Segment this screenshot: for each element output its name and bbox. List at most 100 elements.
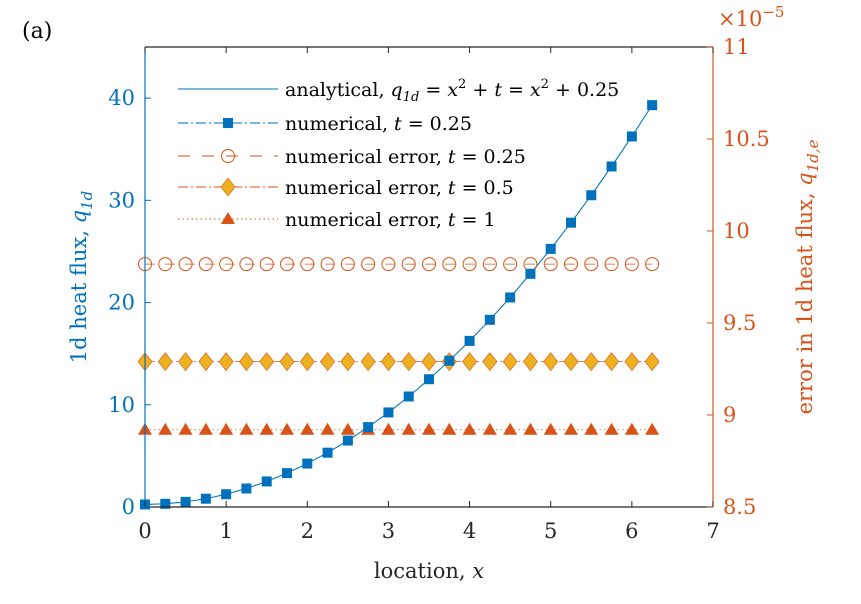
numerical-point (403, 391, 414, 402)
x-tick-label: 6 (625, 519, 638, 543)
legend-label-analytical: analytical, q1d = x2 + t = x2 + 0.25 (285, 77, 619, 105)
numerical-point (241, 483, 252, 494)
numerical-point (464, 335, 475, 346)
error-t05-point (604, 352, 619, 372)
y-axis-label-right: error in 1d heat flux, q1d,e (793, 139, 822, 414)
x-tick-label: 1 (219, 519, 232, 543)
error-t05-point (482, 352, 498, 372)
y-tick-label-left: 40 (108, 86, 135, 110)
error-t1-point (604, 422, 619, 435)
error-t05-point (360, 352, 376, 372)
error-t05-point (583, 352, 599, 372)
error-t05-point (502, 352, 518, 372)
error-t1-point (584, 422, 599, 435)
error-t025-point (422, 257, 436, 272)
x-tick-label: 0 (138, 519, 151, 543)
error-t025-point (645, 257, 660, 272)
legend-label-numerical: numerical, t = 0.25 (285, 113, 472, 135)
error-t1-point (401, 422, 416, 435)
numerical-point (424, 374, 434, 385)
error-t05-point (299, 352, 315, 372)
error-t1-point (158, 422, 173, 435)
error-t025-point (564, 257, 578, 272)
error-t1-point (219, 422, 234, 435)
error-t1-point (300, 422, 315, 435)
error-t05-point (320, 352, 335, 372)
numerical-point (322, 447, 333, 458)
x-axis-label: location, x (374, 559, 484, 583)
error-t025-point (462, 257, 477, 272)
error-t1-point (178, 422, 193, 435)
error-t1-point (239, 422, 254, 435)
error-t1-point (523, 422, 538, 435)
legend-marker-numerical (223, 118, 233, 128)
numerical-point (505, 292, 516, 303)
right-axis-multiplier: ×10−5 (718, 3, 784, 31)
numerical-point (221, 489, 232, 500)
legend-label-error-t025: numerical error, t = 0.25 (285, 146, 526, 168)
error-t025-point (198, 257, 213, 272)
numerical-point (444, 355, 455, 366)
error-t025-point (604, 257, 619, 272)
error-t1-point (503, 422, 518, 435)
error-t05-point (178, 352, 193, 372)
y-axis-label-left: 1d heat flux, q1d (67, 191, 96, 363)
numerical-point (484, 314, 495, 325)
numerical-point (566, 217, 576, 228)
error-t025-point (280, 257, 294, 272)
error-t025-point (300, 257, 315, 272)
error-t05-point (462, 352, 477, 372)
numerical-point (647, 100, 658, 111)
error-t05-point (421, 352, 437, 372)
numerical-point (525, 268, 536, 279)
error-t025-point (543, 257, 558, 272)
error-t1-point (198, 422, 213, 435)
x-tick-label: 3 (382, 519, 395, 543)
error-t05-point (543, 352, 559, 372)
error-t025-point (178, 257, 193, 272)
y-tick-label-left: 10 (108, 393, 135, 417)
error-t1-point (442, 422, 457, 435)
y-tick-label-left: 20 (108, 291, 135, 315)
y-tick-label-right: 10 (723, 219, 750, 243)
legend-label-error-t1: numerical error, t = 1 (285, 209, 496, 231)
x-tick-label: 5 (544, 519, 557, 543)
legend-marker-error-t025 (221, 149, 235, 163)
error-t1-point (624, 422, 639, 435)
error-t025-point (503, 257, 518, 272)
legend: analytical, q1d = x2 + t = x2 + 0.25 num… (178, 77, 619, 231)
error-t05-point (157, 352, 173, 372)
error-t025-point (239, 257, 254, 272)
error-t025-point (442, 257, 457, 272)
error-t05-point (624, 352, 640, 372)
error-t05-point (239, 352, 254, 372)
error-t05-point (198, 352, 214, 372)
error-t1-point (564, 422, 578, 435)
numerical-point (606, 161, 617, 172)
error-t025-point (624, 257, 639, 272)
error-t025-point (361, 257, 376, 272)
error-t1-point (280, 422, 294, 435)
y-tick-label-right: 10.5 (723, 127, 770, 151)
numerical-point (282, 468, 292, 479)
y-tick-label-left: 0 (122, 495, 135, 519)
error-t1-point (482, 422, 497, 435)
error-t025-point (259, 257, 274, 272)
error-t05-point (279, 352, 295, 372)
panel-label: (a) (22, 19, 52, 44)
numerical-point (545, 243, 556, 254)
error-t1-point (422, 422, 436, 435)
legend-marker-error-t05 (220, 177, 236, 197)
error-t1-point (259, 422, 274, 435)
numerical-point (363, 422, 374, 433)
y-tick-label-right: 11 (723, 35, 750, 59)
y-tick-label-right: 9 (723, 403, 736, 427)
legend-marker-error-t1 (221, 212, 235, 224)
numerical-point (200, 493, 211, 504)
numerical-point (302, 458, 313, 469)
error-t05-point (523, 352, 538, 372)
numerical-point (342, 435, 353, 446)
error-t1-point (462, 422, 477, 435)
error-t05-point (563, 352, 579, 372)
